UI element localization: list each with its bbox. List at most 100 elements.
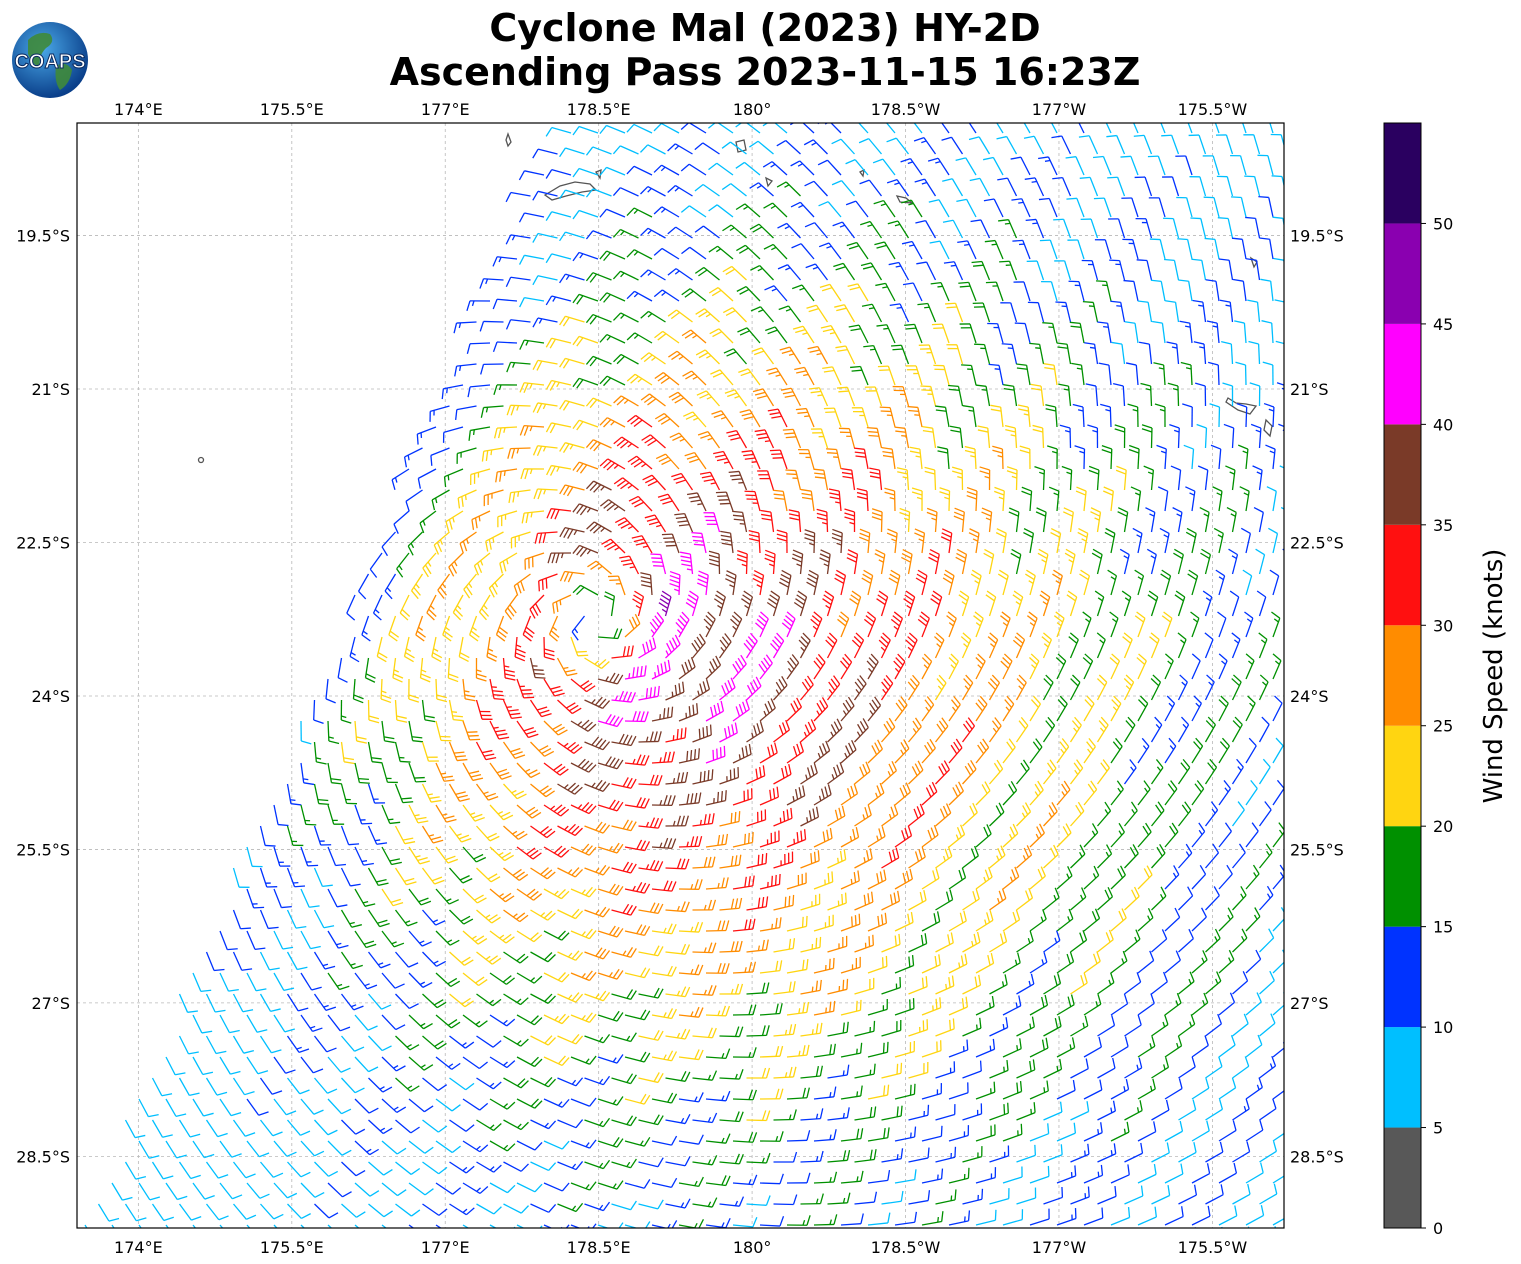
wind-barb: [611, 1115, 637, 1127]
lat-tick-label-right: 24°S: [1290, 687, 1329, 706]
wind-barb: [340, 741, 355, 765]
wind-barb: [192, 1182, 215, 1200]
wind-barb: [530, 783, 555, 798]
wind-barb: [1124, 1057, 1143, 1079]
wind-barb: [1160, 123, 1166, 134]
wind-barb: [584, 657, 610, 670]
wind-barb: [741, 590, 754, 617]
wind-barb: [685, 590, 699, 617]
wind-barb: [834, 304, 856, 323]
lat-tick-label-right: 22.5°S: [1290, 533, 1344, 552]
wind-barb: [368, 1077, 393, 1093]
wind-barb: [286, 825, 304, 847]
wind-barb: [638, 1114, 664, 1126]
wind-barb: [951, 466, 964, 491]
wind-barb: [831, 180, 855, 197]
wind-barb: [713, 590, 726, 617]
wind-barb: [505, 234, 531, 245]
wind-barb: [719, 767, 740, 785]
wind-barb: [790, 160, 815, 176]
wind-barb: [124, 1203, 147, 1222]
wind-barb: [1191, 737, 1204, 764]
wind-barb: [1204, 237, 1220, 260]
wind-barb: [766, 367, 788, 386]
wind-barb: [1245, 1205, 1265, 1226]
wind-barb: [1084, 342, 1099, 365]
wind-barb: [341, 1119, 366, 1135]
wind-barb: [1175, 155, 1193, 176]
wind-barb: [456, 447, 477, 464]
wind-barb: [1069, 674, 1081, 701]
wind-barb: [996, 123, 1004, 134]
wind-barb: [671, 472, 694, 491]
wind-barb: [508, 489, 531, 504]
wind-barb: [1202, 590, 1213, 617]
wind-barb: [1124, 1185, 1144, 1205]
wind-barb: [1191, 695, 1202, 722]
wind-barb: [529, 594, 545, 619]
wind-barb: [786, 1044, 810, 1058]
wind-barb: [599, 292, 626, 303]
wind-barb: [1164, 1120, 1184, 1142]
wind-barb: [611, 947, 637, 958]
wind-barb: [1268, 527, 1279, 554]
wind-barb: [1231, 758, 1244, 785]
wind-barb: [313, 867, 333, 888]
wind-barb: [584, 906, 611, 918]
wind-barb: [518, 170, 545, 181]
wind-barb: [732, 743, 752, 764]
wind-barb: [381, 804, 401, 825]
wind-barb: [686, 492, 707, 512]
wind-barb: [679, 551, 694, 575]
wind-barb: [572, 167, 599, 178]
wind-barb: [543, 720, 568, 736]
wind-barb: [462, 1014, 488, 1028]
wind-barb: [651, 1008, 677, 1020]
wind-barb: [1043, 930, 1061, 953]
wind-barb: [770, 632, 785, 659]
wind-barb: [572, 209, 599, 220]
wind-barb: [300, 930, 321, 950]
wind-barb: [480, 405, 504, 418]
wind-barb: [678, 1092, 704, 1103]
wind-barb: [995, 528, 1007, 554]
wind-barb: [435, 720, 452, 742]
wind-barb: [489, 678, 505, 701]
wind-barb: [1161, 134, 1180, 155]
wind-barb: [1156, 444, 1167, 470]
wind-barb: [624, 754, 650, 766]
wind-barb: [948, 996, 968, 1016]
wind-barb: [1083, 737, 1096, 764]
wind-barb: [300, 1014, 323, 1032]
wind-barb: [894, 739, 910, 764]
wind-barb: [381, 720, 395, 744]
wind-barb: [640, 186, 666, 197]
wind-barb: [357, 573, 370, 600]
wind-barb: [557, 1077, 584, 1087]
wind-barb: [584, 864, 611, 876]
wind-barb: [354, 804, 373, 825]
wind-barb: [403, 636, 415, 663]
wind-barb: [624, 665, 647, 680]
wind-barb: [246, 1056, 269, 1075]
wind-barb: [422, 1203, 448, 1216]
wind-barb: [1091, 548, 1103, 575]
wind-barb: [1188, 134, 1207, 155]
wind-barb: [1055, 301, 1072, 323]
wind-barb: [543, 845, 570, 858]
wind-barb: [530, 1076, 557, 1088]
wind-barb: [1225, 465, 1236, 491]
wind-barb: [381, 531, 396, 557]
wind-barb: [759, 1216, 785, 1227]
wind-barb: [920, 385, 937, 407]
wind-barb: [881, 1148, 904, 1163]
wind-barb: [597, 756, 624, 770]
wind-barb: [516, 720, 539, 739]
wind-barb: [408, 678, 420, 703]
wind-barb: [1177, 674, 1188, 701]
wind-barb: [818, 242, 842, 260]
wind-barb: [810, 611, 823, 638]
wind-barb: [1235, 361, 1247, 386]
wind-barb: [1110, 1207, 1131, 1226]
wind-barb: [638, 1157, 664, 1168]
